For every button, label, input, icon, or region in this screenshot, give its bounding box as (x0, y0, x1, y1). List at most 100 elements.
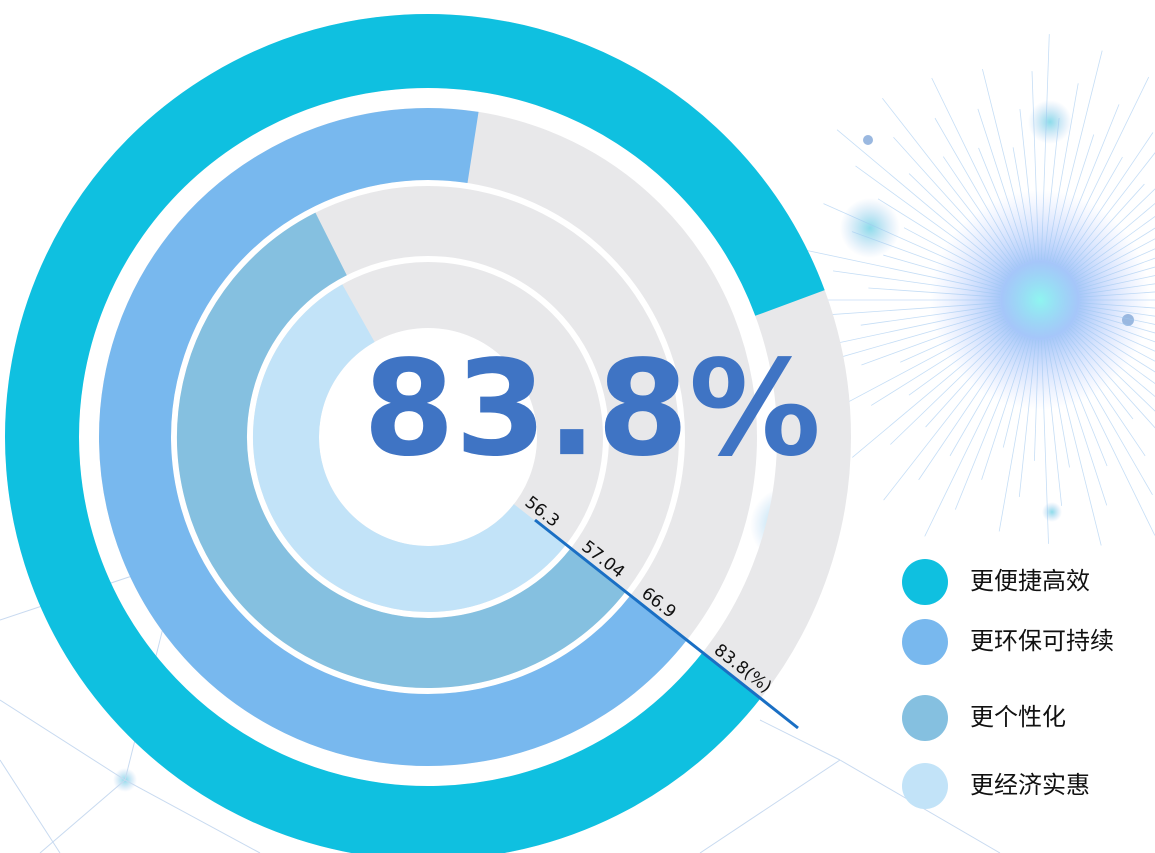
burst-ray (1079, 275, 1155, 293)
network-line (124, 779, 261, 853)
burst-ray (893, 136, 1014, 271)
burst-ray (883, 331, 1016, 501)
burst-ray (868, 287, 1001, 298)
burst-ray (831, 318, 1005, 412)
burst-ray (1046, 83, 1079, 261)
burst-ray (1031, 71, 1040, 261)
burst-ray (1064, 331, 1134, 420)
burst-ray (908, 323, 1008, 396)
burst-ray (1075, 318, 1155, 362)
burst-ray (1062, 132, 1154, 268)
burst-ray (1068, 188, 1155, 273)
highlight-value: 83.8% (363, 332, 821, 486)
burst-ray (861, 313, 1003, 366)
burst-ray (925, 329, 1014, 428)
ring-bar (5, 14, 825, 853)
burst-ray (1046, 339, 1070, 468)
burst-ray (1059, 156, 1123, 266)
burst-ray (890, 327, 1012, 445)
burst-ray (1054, 336, 1108, 467)
burst-ray (852, 325, 1010, 458)
burst-ray (1064, 152, 1155, 269)
burst-ray (871, 320, 1007, 406)
ring-bar (253, 284, 566, 612)
burst-ray (1072, 215, 1155, 277)
burst-ray (942, 156, 1018, 268)
network-line (0, 699, 126, 781)
burst-ray (821, 310, 1002, 363)
network-line (759, 719, 841, 761)
burst-ray (851, 231, 1003, 287)
burst-ray (1076, 248, 1155, 285)
network-line (0, 759, 61, 853)
burst-ray (998, 339, 1034, 532)
legend-label: 更环保可持续 (970, 627, 1114, 655)
burst-ray (1062, 332, 1146, 457)
burst-ray (799, 248, 1001, 293)
burst-ray (1079, 302, 1155, 309)
burst-ray (822, 302, 1001, 316)
burst-ray (1078, 266, 1155, 290)
burst-ray (1070, 325, 1155, 398)
burst-ray (1068, 327, 1155, 412)
burst-ray (1012, 147, 1034, 261)
burst-ray (1040, 339, 1049, 544)
burst-ray (1073, 227, 1155, 280)
legend-swatch (902, 695, 948, 741)
burst-ray (934, 117, 1021, 266)
network-line (699, 759, 841, 853)
burst-ray (1049, 50, 1103, 262)
burst-ray (1079, 307, 1155, 325)
burst-ray (855, 165, 1008, 277)
axis-line (534, 518, 799, 730)
burst-ray (1059, 334, 1153, 496)
burst-ray (1073, 320, 1155, 373)
burst-ray (1079, 305, 1155, 317)
burst-ray (981, 337, 1029, 480)
legend-swatch (902, 559, 948, 605)
burst-ray (1078, 310, 1155, 334)
legend-label: 更经济实惠 (970, 771, 1090, 799)
legend-label: 更个性化 (970, 703, 1066, 731)
burst-ray (1043, 117, 1060, 261)
burst-ray (1019, 109, 1037, 261)
burst-ray (860, 305, 1001, 326)
burst-ray (832, 270, 1001, 295)
burst-ray (1054, 104, 1120, 264)
burst-ray (1049, 338, 1102, 546)
legend-swatch (902, 619, 948, 665)
network-line (39, 779, 126, 853)
burst-ray (903, 227, 1005, 282)
ring-bar (99, 108, 688, 766)
burst-ray (900, 315, 1004, 363)
legend-label: 更便捷高效 (970, 567, 1090, 595)
burst-ray (949, 334, 1021, 457)
burst-ray (836, 129, 1010, 275)
burst-ray (877, 198, 1007, 280)
burst-ray (908, 173, 1012, 273)
burst-ray (924, 335, 1023, 537)
burst-ray (1051, 134, 1095, 263)
burst-ray (1057, 76, 1150, 265)
burst-ray (1079, 283, 1155, 295)
burst-ray (882, 98, 1016, 269)
ring-bar (177, 212, 626, 688)
burst-ray (982, 68, 1031, 262)
burst-ray (931, 77, 1023, 265)
burst-ray (1077, 313, 1155, 343)
burst-ray (1033, 339, 1040, 461)
burst-ray (978, 147, 1026, 264)
burst-ray (1043, 339, 1063, 506)
burst-ray (823, 203, 1004, 285)
burst-ray (1018, 339, 1037, 497)
burst-ray (1076, 315, 1155, 352)
burst-ray (1077, 257, 1155, 287)
burst-ray (1002, 338, 1031, 448)
burst-ray (1051, 337, 1108, 506)
burst-ray (977, 108, 1029, 263)
burst-ray (1070, 202, 1155, 275)
burst-ray (883, 254, 1002, 290)
burst-ray (1072, 323, 1155, 385)
burst-ray (1040, 34, 1050, 261)
